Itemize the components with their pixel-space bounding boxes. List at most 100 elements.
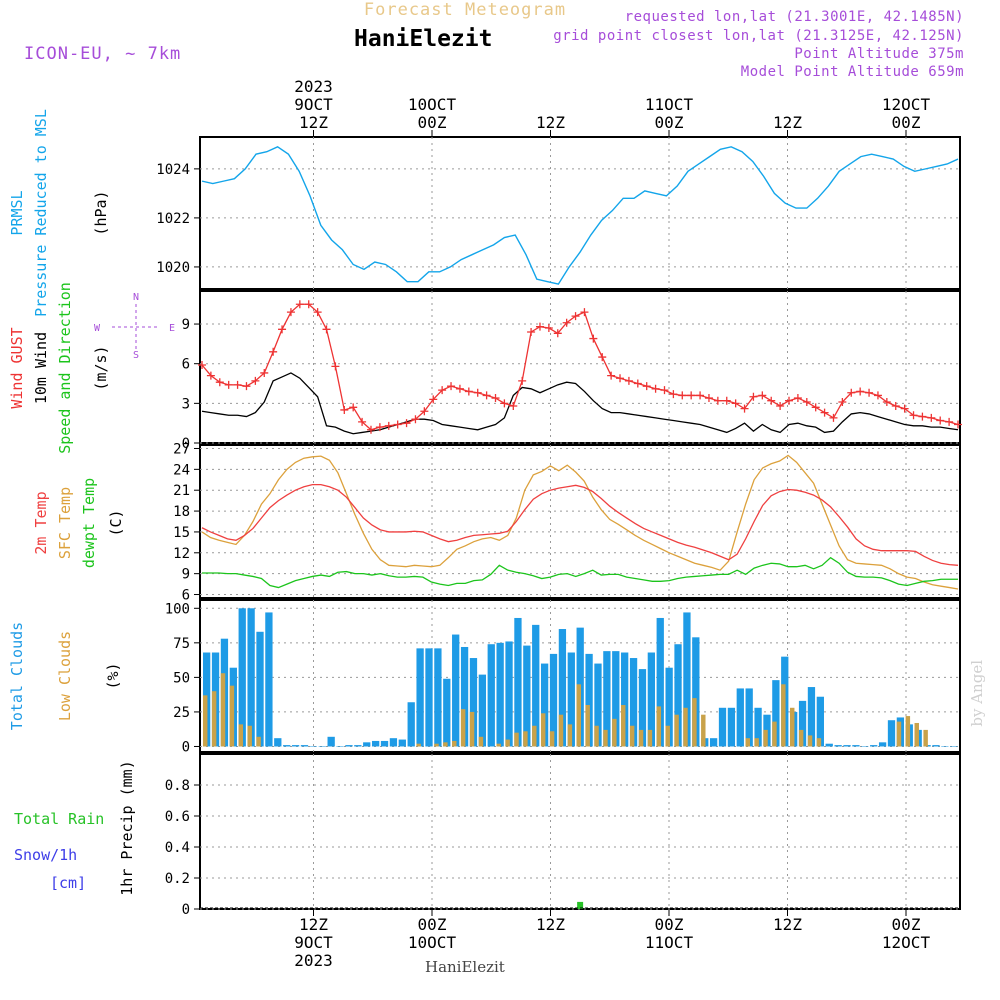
- wind-gust-marker: [509, 401, 518, 410]
- wind-gust-marker: [873, 391, 882, 400]
- time-axis-bottom-label: 12Z: [536, 915, 565, 934]
- total-cloud-bar: [665, 667, 673, 747]
- total-cloud-bar: [709, 738, 718, 747]
- wind-gust-marker: [802, 398, 811, 407]
- wind-gust-marker: [598, 353, 607, 362]
- total-cloud-bar: [754, 707, 762, 747]
- low-cloud-bar: [594, 725, 599, 747]
- total-cloud-bar: [941, 746, 949, 747]
- total-cloud-bar: [380, 740, 389, 747]
- wind-gust-marker: [313, 308, 322, 317]
- y-tick-label: 0: [182, 739, 190, 755]
- total-rain-legend: Total Rain: [14, 810, 104, 828]
- time-axis-top-label: 00Z: [418, 113, 447, 132]
- wind-gust-marker: [402, 419, 411, 428]
- low-cloud-bar: [203, 695, 208, 747]
- y-tick-label: 9: [182, 317, 190, 333]
- total-cloud-bar: [478, 674, 487, 747]
- total-cloud-bar: [718, 707, 727, 747]
- wind-gust-marker: [740, 404, 749, 413]
- compass-east: E: [169, 323, 175, 334]
- wind-gust-marker: [384, 421, 393, 430]
- compass-west: W: [94, 323, 101, 334]
- wind-gust-marker: [518, 376, 527, 385]
- total-cloud-bar: [674, 644, 682, 747]
- low-cloud-bar: [905, 716, 911, 747]
- time-axis-top-label: 00Z: [892, 113, 921, 132]
- wind-gust-marker: [482, 391, 491, 400]
- wind-gust-marker: [429, 395, 438, 404]
- total-cloud-bar: [745, 688, 753, 747]
- pressure-panel-frame: [199, 136, 961, 290]
- low-cloud-bar: [443, 742, 448, 747]
- total-cloud-bar: [692, 637, 700, 747]
- low-cloud-bar: [540, 713, 546, 747]
- temp-sfc-label: SFC Temp: [56, 487, 74, 559]
- low-cloud-bar: [478, 736, 484, 747]
- temp-2m-label: 2m Temp: [32, 491, 50, 554]
- wind-gust-marker: [660, 386, 669, 395]
- y-tick-label: 3: [182, 396, 190, 412]
- total-cloud-bar: [363, 742, 371, 747]
- cloud-panel-frame: [199, 599, 961, 753]
- wind-gust-marker: [491, 394, 500, 403]
- total-cloud-bar: [469, 658, 478, 747]
- total-cloud-bar: [398, 739, 406, 747]
- time-axis-bottom-label: 12Z: [299, 915, 328, 934]
- watermark: by Angel: [968, 660, 986, 727]
- wind-gust-marker: [687, 391, 696, 400]
- total-cloud-bar: [274, 738, 282, 747]
- low-cloud-bar: [816, 738, 822, 747]
- y-tick-label: 25: [173, 705, 190, 721]
- low-cloud-bar: [469, 711, 475, 747]
- wind-gust-marker: [607, 371, 616, 380]
- wind-gust-marker: [776, 401, 785, 410]
- pressure-line: [201, 146, 959, 285]
- low-cloud-bar: [238, 724, 244, 747]
- wind-gust-marker: [678, 391, 687, 400]
- low-cloud-bar: [621, 705, 626, 747]
- low-cloud-bar: [763, 729, 768, 747]
- wind-gust-marker: [758, 391, 767, 400]
- wind-gust-marker: [669, 390, 678, 399]
- wind-gust-marker: [891, 401, 900, 410]
- wind-gust-marker: [375, 423, 384, 432]
- wind-gust-marker: [571, 312, 580, 321]
- total-cloud-bar: [825, 743, 833, 747]
- wind-gust-marker: [865, 388, 874, 397]
- time-axis-top-label: 12Z: [536, 113, 565, 132]
- wind-gust-marker: [767, 396, 776, 405]
- wind-gust-marker: [562, 318, 571, 327]
- low-cloud-bar: [460, 709, 466, 747]
- y-tick-label: 100: [165, 601, 190, 617]
- low-cloud-bar: [576, 684, 581, 747]
- y-tick-label: 50: [173, 670, 190, 686]
- wind-gust-marker: [393, 420, 402, 429]
- wind-gust-marker: [304, 300, 313, 309]
- total-cloud-bar: [300, 745, 309, 747]
- wind-direction-label: Speed and Direction: [56, 282, 74, 454]
- total-cloud-bar: [443, 678, 451, 747]
- low-cloud-bar: [496, 743, 501, 747]
- total-cloud-bar: [407, 702, 415, 747]
- wind-gust-marker: [411, 415, 420, 424]
- total-cloud-bar: [683, 612, 691, 747]
- time-axis-bottom-label: 2023: [294, 951, 333, 970]
- temperature-panel-frame: [199, 444, 961, 599]
- low-cloud-bar: [612, 718, 617, 747]
- total-cloud-bar: [843, 745, 851, 747]
- wind-gust-marker: [260, 368, 269, 377]
- low-cloud-bar: [656, 706, 662, 747]
- y-tick-label: 1024: [156, 162, 190, 178]
- low-cloud-bar: [674, 714, 679, 747]
- low-cloud-bar: [914, 722, 919, 747]
- time-axis-bottom-label: 12Z: [773, 915, 802, 934]
- y-tick-label: 6: [182, 357, 190, 373]
- wind-gust-marker: [420, 407, 429, 416]
- wind-gust-marker: [696, 391, 705, 400]
- total-cloud-bar: [807, 687, 816, 747]
- y-tick-label: 0.8: [165, 778, 190, 794]
- low-cloud-bar: [514, 732, 519, 747]
- total-cloud-bar: [487, 644, 495, 747]
- low-cloud-bar: [807, 735, 813, 747]
